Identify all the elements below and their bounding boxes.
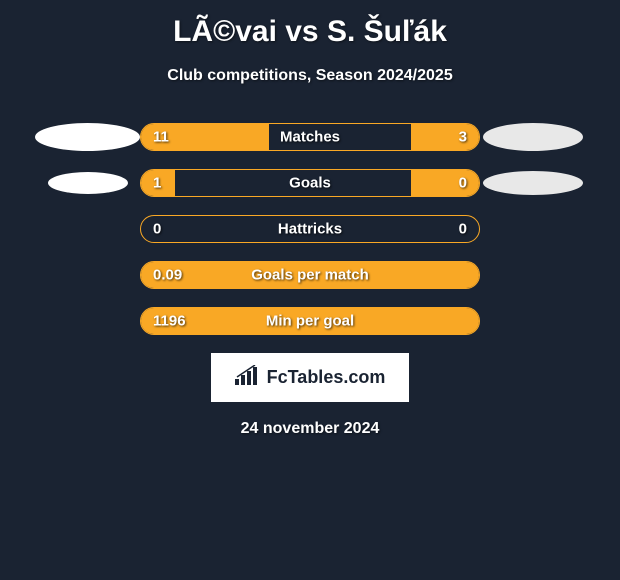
logo-section: FcTables.com <box>0 353 620 402</box>
date-text: 24 november 2024 <box>0 420 620 438</box>
player-left-indicator <box>35 261 140 289</box>
bar-segment-right <box>411 124 479 150</box>
player-right-indicator <box>480 307 585 335</box>
player-left-indicator <box>35 123 140 151</box>
ellipse-left <box>35 123 140 151</box>
stat-label: Hattricks <box>278 221 342 238</box>
stat-value-right: 0 <box>459 175 467 192</box>
player-left-indicator <box>35 307 140 335</box>
stats-section: Matches 11 3 Goals 1 0 Hattricks 0 0 Goals per ma… <box>0 123 620 335</box>
stat-row: Goals per match 0.09 <box>0 261 620 289</box>
stat-label: Goals per match <box>251 267 369 284</box>
page-title: LÃ©vai vs S. Šuľák <box>0 15 620 49</box>
logo-text: FcTables.com <box>267 367 386 388</box>
stat-bar: Goals per match 0.09 <box>140 261 480 289</box>
stat-bar: Min per goal 1196 <box>140 307 480 335</box>
stat-value-right: 0 <box>459 221 467 238</box>
player-right-indicator <box>480 261 585 289</box>
stat-row: Matches 11 3 <box>0 123 620 151</box>
stat-row: Hattricks 0 0 <box>0 215 620 243</box>
stat-label: Min per goal <box>266 313 354 330</box>
stat-value-left: 0 <box>153 221 161 238</box>
stat-row: Min per goal 1196 <box>0 307 620 335</box>
ellipse-left <box>48 172 128 194</box>
stat-value-right: 3 <box>459 129 467 146</box>
player-left-indicator <box>35 169 140 197</box>
main-container: LÃ©vai vs S. Šuľák Club competitions, Se… <box>0 0 620 448</box>
chart-icon <box>235 365 261 390</box>
player-right-indicator <box>480 215 585 243</box>
stat-value-left: 1 <box>153 175 161 192</box>
player-right-indicator <box>480 169 585 197</box>
bar-segment-right <box>411 170 479 196</box>
stat-value-left: 1196 <box>153 313 186 330</box>
stat-label: Goals <box>289 175 331 192</box>
stat-bar: Hattricks 0 0 <box>140 215 480 243</box>
player-right-indicator <box>480 123 585 151</box>
ellipse-right <box>483 171 583 195</box>
subtitle: Club competitions, Season 2024/2025 <box>0 67 620 85</box>
stat-bar: Goals 1 0 <box>140 169 480 197</box>
ellipse-right <box>483 123 583 151</box>
stat-bar: Matches 11 3 <box>140 123 480 151</box>
stat-row: Goals 1 0 <box>0 169 620 197</box>
stat-value-left: 0.09 <box>153 267 182 284</box>
stat-label: Matches <box>280 129 340 146</box>
player-left-indicator <box>35 215 140 243</box>
stat-value-left: 11 <box>153 129 169 146</box>
logo-box: FcTables.com <box>211 353 410 402</box>
